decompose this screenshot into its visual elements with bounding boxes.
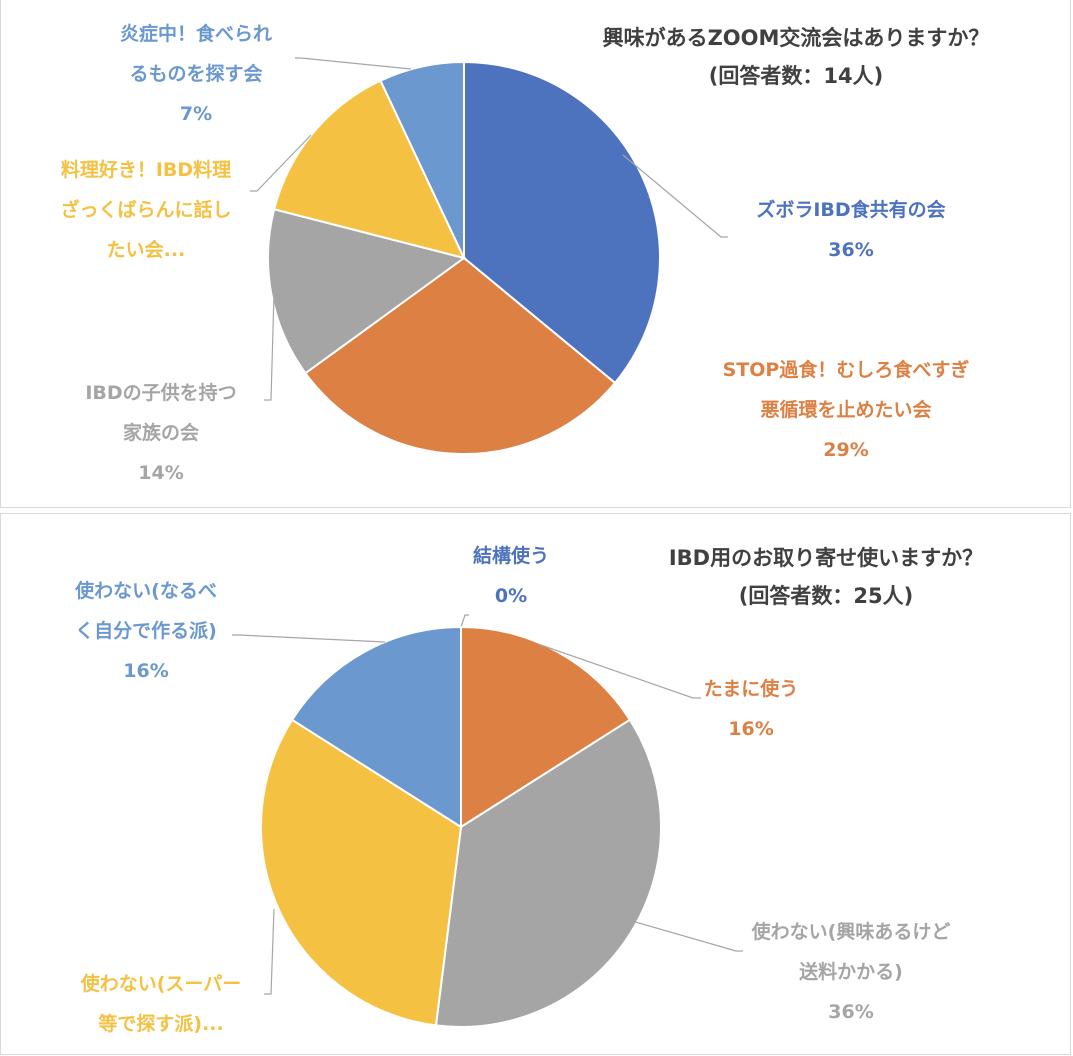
pie-slice: [379, 60, 465, 259]
data-label: 使わない(スーパー 等で探す派)...: [41, 964, 281, 1044]
leader-line: [250, 134, 312, 192]
data-label-category: たまに使う: [703, 678, 799, 700]
data-label-category: 炎症中！食べられ: [119, 23, 272, 45]
pie-slice: [463, 60, 662, 385]
chart-title-main: IBD用のお取り寄せ使いますか？: [668, 546, 984, 570]
leader-line: [295, 57, 412, 70]
pie-slice: [304, 256, 617, 456]
data-label: ズボラIBD食共有の会 36%: [701, 190, 1001, 270]
leader-line: [617, 916, 743, 952]
data-label: IBDの子供を持つ 家族の会 14%: [41, 373, 281, 493]
leader-line: [264, 293, 275, 401]
data-label-category: ズボラIBD食共有の会: [756, 199, 946, 221]
data-label: STOP過食！むしろ食べすぎ 悪循環を止めたい会 29%: [681, 350, 1011, 470]
pie-slice: [290, 625, 462, 829]
leader-line: [460, 614, 469, 628]
pie-slice: [434, 718, 662, 1028]
pie-slice: [460, 625, 632, 829]
data-label-percent: 36%: [828, 239, 874, 261]
data-label-category: 悪循環を止めたい会: [760, 399, 932, 421]
data-label-category: ざっくばらんに話し: [60, 199, 232, 221]
leader-line: [232, 634, 386, 643]
pie-slice: [272, 79, 466, 260]
data-label-category: IBDの子供を持つ: [85, 382, 237, 404]
data-label-percent: 29%: [823, 439, 869, 461]
pie-slice: [267, 208, 467, 375]
data-label-category: 使わない(なるべ: [75, 580, 217, 602]
data-label: 炎症中！食べられ るものを探す会 7%: [81, 14, 311, 134]
chart-title: IBD用のお取り寄せ使いますか？ (回答者数：25人): [586, 539, 1066, 615]
data-label-percent: 7%: [179, 103, 213, 125]
data-label-category: く自分で作る派): [75, 620, 217, 642]
data-label-percent: 36%: [828, 1001, 874, 1023]
data-label-category: 使わない(興味あるけど: [751, 921, 951, 943]
leader-line: [537, 643, 701, 699]
leader-line: [264, 908, 275, 995]
data-label-category: るものを探す会: [129, 63, 263, 85]
data-label-category: 料理好き！IBD料理: [60, 159, 232, 181]
leader-line: [622, 154, 728, 238]
data-label-percent: 16%: [123, 660, 169, 682]
data-label-category: STOP過食！むしろ食べすぎ: [722, 359, 970, 381]
data-label: たまに使う 16%: [651, 669, 851, 749]
data-label-category: 家族の会: [122, 422, 199, 444]
chart-subtitle: (回答者数：25人): [738, 584, 914, 608]
chart-title-main: 興味があるZOOM交流会はありますか？: [602, 26, 990, 50]
chart-title: 興味があるZOOM交流会はありますか？ (回答者数：14人): [541, 19, 1051, 95]
data-label-category: たい会...: [106, 239, 186, 261]
data-label-percent: 16%: [728, 718, 774, 740]
data-label-percent: 14%: [138, 462, 184, 484]
data-label-category: 使わない(スーパー: [80, 973, 242, 995]
data-label-category: 結構使う: [472, 545, 549, 567]
data-label: 結構使う 0%: [421, 536, 601, 616]
data-label-percent: 0%: [494, 585, 528, 607]
chart-panel-mail-order: IBD用のお取り寄せ使いますか？ (回答者数：25人) 結構使う 0% たまに使う…: [0, 513, 1071, 1055]
data-label-category: 等で探す派)...: [98, 1013, 224, 1035]
chart-panel-zoom-meetings: 興味があるZOOM交流会はありますか？ (回答者数：14人) ズボラIBD食共有…: [0, 0, 1071, 508]
data-label: 料理好き！IBD料理 ざっくばらんに話し たい会...: [21, 150, 271, 270]
pie-chart-zoom-meetings: [250, 57, 728, 456]
data-label: 使わない(なるべ く自分で作る派) 16%: [31, 571, 261, 691]
pie-chart-mail-order: [232, 614, 743, 1028]
data-label: 使わない(興味あるけど 送料かかる) 36%: [711, 912, 991, 1032]
chart-subtitle: (回答者数：14人): [708, 64, 884, 88]
data-label-category: 送料かかる): [799, 961, 903, 983]
